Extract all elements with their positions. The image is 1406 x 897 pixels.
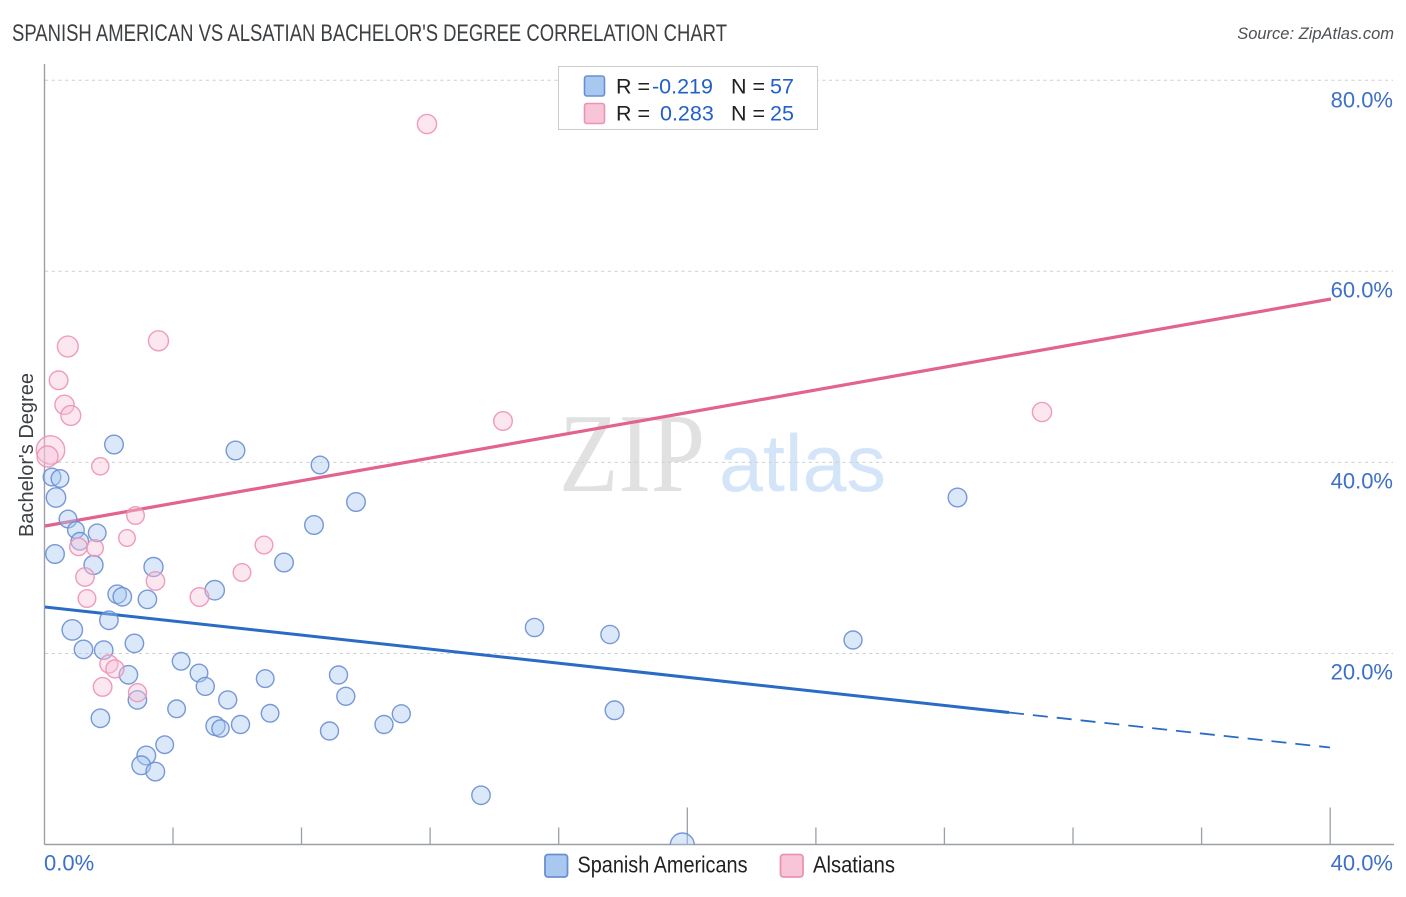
- svg-text:40.0%: 40.0%: [1331, 469, 1393, 494]
- svg-text:N =: N =: [731, 102, 765, 126]
- svg-text:57: 57: [770, 75, 794, 99]
- svg-text:R =: R =: [616, 75, 650, 99]
- svg-text:SPANISH AMERICAN VS ALSATIAN B: SPANISH AMERICAN VS ALSATIAN BACHELOR'S …: [12, 20, 727, 47]
- svg-text:-0.219: -0.219: [652, 75, 713, 99]
- svg-text:atlas: atlas: [719, 419, 886, 509]
- svg-text:25: 25: [770, 102, 794, 126]
- svg-text:ZIP: ZIP: [559, 392, 705, 516]
- svg-text:Spanish Americans: Spanish Americans: [578, 852, 748, 878]
- svg-text:0.283: 0.283: [660, 102, 714, 126]
- svg-text:0.0%: 0.0%: [44, 851, 94, 876]
- svg-text:R =: R =: [616, 102, 650, 126]
- svg-text:Alsatians: Alsatians: [813, 852, 895, 878]
- svg-text:60.0%: 60.0%: [1331, 278, 1393, 303]
- svg-text:N =: N =: [731, 75, 765, 99]
- svg-text:Source: ZipAtlas.com: Source: ZipAtlas.com: [1237, 25, 1394, 43]
- svg-text:20.0%: 20.0%: [1331, 660, 1393, 685]
- svg-text:40.0%: 40.0%: [1331, 851, 1393, 876]
- svg-text:Bachelor's Degree: Bachelor's Degree: [16, 373, 38, 537]
- svg-text:80.0%: 80.0%: [1331, 88, 1393, 113]
